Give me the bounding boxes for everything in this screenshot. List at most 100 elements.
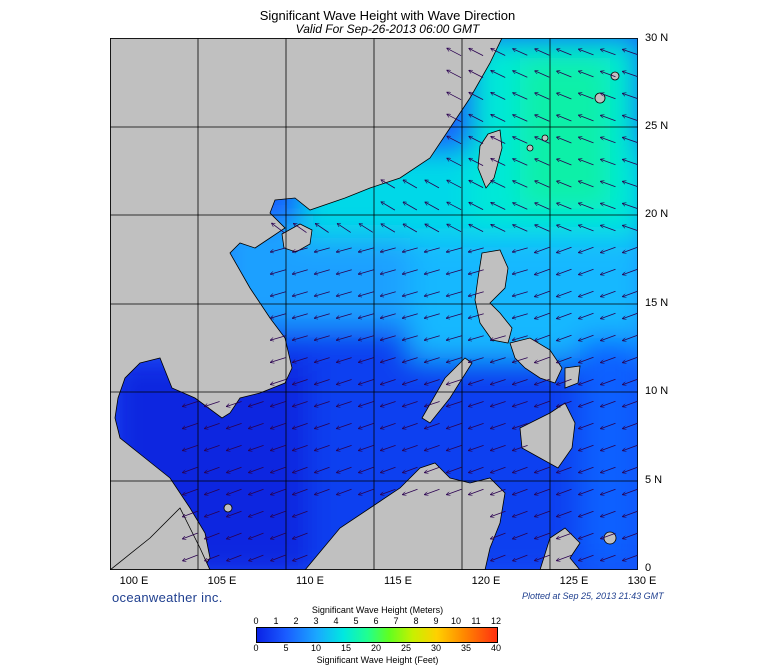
wave-direction-arrow — [623, 356, 638, 362]
wave-direction-arrow — [491, 510, 506, 517]
wave-direction-arrow — [601, 49, 616, 56]
wave-direction-arrow — [270, 401, 286, 407]
wave-direction-arrow — [622, 225, 638, 231]
wave-direction-arrow — [513, 115, 528, 122]
wave-direction-arrow — [513, 93, 528, 100]
wave-direction-arrow — [248, 401, 264, 407]
wave-direction-arrow — [579, 422, 594, 428]
wave-direction-arrow — [579, 71, 594, 78]
wave-direction-arrow — [468, 335, 484, 341]
wave-direction-arrow — [358, 335, 374, 341]
wave-direction-arrow — [469, 466, 484, 472]
wave-direction-arrow — [623, 290, 638, 296]
wave-direction-arrow — [535, 49, 550, 56]
wave-direction-arrow — [270, 335, 286, 341]
colorbar-meter-tick: 5 — [353, 616, 359, 626]
wave-direction-arrow — [512, 401, 528, 407]
wave-direction-arrow — [272, 223, 285, 234]
wave-direction-arrow — [292, 423, 308, 428]
wave-direction-arrow — [336, 313, 352, 319]
wave-direction-arrow — [490, 335, 506, 341]
colorbar-title-feet: Significant Wave Height (Feet) — [316, 655, 439, 665]
wave-direction-arrow — [380, 291, 396, 296]
wave-direction-arrow — [359, 224, 374, 233]
wave-direction-arrow — [557, 378, 572, 384]
wave-direction-arrow — [402, 423, 418, 428]
lat-label-0: 0 — [645, 562, 652, 574]
wave-direction-arrow — [424, 379, 440, 385]
wave-direction-arrow — [623, 268, 638, 274]
lat-label-15: 15 N — [645, 297, 669, 309]
wave-direction-arrow — [513, 510, 528, 517]
wave-direction-arrow — [447, 70, 462, 79]
lon-label-115: 115 E — [384, 575, 412, 587]
wave-direction-arrow — [424, 423, 440, 428]
wave-direction-arrow — [292, 291, 308, 296]
wave-direction-arrow — [601, 466, 616, 472]
wave-direction-arrow — [402, 291, 418, 296]
wave-direction-arrow — [513, 49, 528, 56]
wave-direction-arrow — [623, 488, 638, 494]
wave-direction-arrow — [557, 334, 572, 340]
wave-direction-arrow — [292, 357, 308, 363]
wave-direction-arrow — [468, 313, 484, 319]
wave-direction-arrow — [557, 71, 572, 78]
wave-direction-arrow — [579, 137, 594, 144]
wave-direction-arrow — [513, 137, 528, 144]
wave-direction-arrow — [491, 115, 506, 122]
wave-direction-arrow — [491, 159, 506, 166]
wave-direction-arrow — [579, 93, 594, 100]
wave-direction-arrow — [535, 246, 550, 252]
wave-direction-arrow — [622, 71, 638, 77]
wave-direction-arrow — [446, 291, 462, 296]
wave-direction-arrow — [557, 159, 572, 166]
wave-direction-arrow — [270, 357, 286, 363]
wave-direction-arrow — [535, 268, 550, 274]
wave-direction-arrow — [425, 224, 440, 233]
wave-direction-arrow — [469, 158, 484, 166]
wave-direction-arrow — [535, 466, 550, 472]
wave-direction-arrow — [380, 313, 396, 319]
colorbar-meter-tick: 4 — [333, 616, 339, 626]
brand-logo-text: oceanweather inc. — [112, 590, 223, 605]
wave-direction-arrow — [491, 137, 506, 144]
wave-direction-arrow — [601, 71, 616, 78]
wave-direction-arrow — [358, 247, 374, 252]
wave-direction-arrow — [314, 291, 330, 296]
colorbar-title-meters: Significant Wave Height (Meters) — [311, 605, 444, 615]
wave-direction-arrow — [271, 510, 286, 517]
wave-direction-arrow — [490, 445, 506, 450]
wave-direction-arrow — [358, 379, 374, 385]
wave-direction-arrow — [468, 401, 484, 407]
wave-direction-arrow — [579, 115, 594, 122]
wave-direction-arrow — [601, 422, 616, 428]
wave-direction-arrow — [579, 378, 594, 384]
colorbar-meter-tick: 11 — [471, 616, 481, 626]
chart-subtitle: Valid For Sep-26-2013 06:00 GMT — [295, 22, 480, 36]
wave-direction-arrow — [512, 445, 528, 450]
colorbar-meter-tick: 8 — [413, 616, 419, 626]
wave-direction-arrow — [424, 357, 440, 363]
wave-direction-arrow — [535, 203, 550, 210]
wave-direction-arrow — [358, 291, 374, 296]
wave-direction-arrow — [557, 488, 572, 494]
wave-direction-arrow — [402, 247, 418, 252]
wave-direction-arrow — [204, 445, 220, 450]
wave-direction-arrow — [336, 247, 352, 252]
wave-direction-arrow — [557, 312, 572, 318]
wave-direction-arrow — [535, 378, 550, 384]
wave-direction-arrow — [535, 488, 550, 494]
wave-direction-arrow — [359, 466, 374, 472]
wave-direction-arrow — [468, 357, 484, 363]
wave-direction-arrow — [579, 488, 594, 494]
wave-direction-arrow — [623, 400, 638, 406]
wave-direction-arrow — [293, 510, 308, 517]
wave-direction-arrow — [535, 225, 550, 232]
wave-direction-arrow — [226, 445, 242, 450]
wave-direction-arrows — [182, 48, 638, 561]
wave-direction-arrow — [270, 269, 286, 274]
wave-direction-arrow — [425, 180, 440, 189]
wave-direction-arrow — [315, 488, 330, 494]
lat-label-5: 5 N — [645, 474, 663, 486]
wave-direction-arrow — [513, 225, 528, 232]
